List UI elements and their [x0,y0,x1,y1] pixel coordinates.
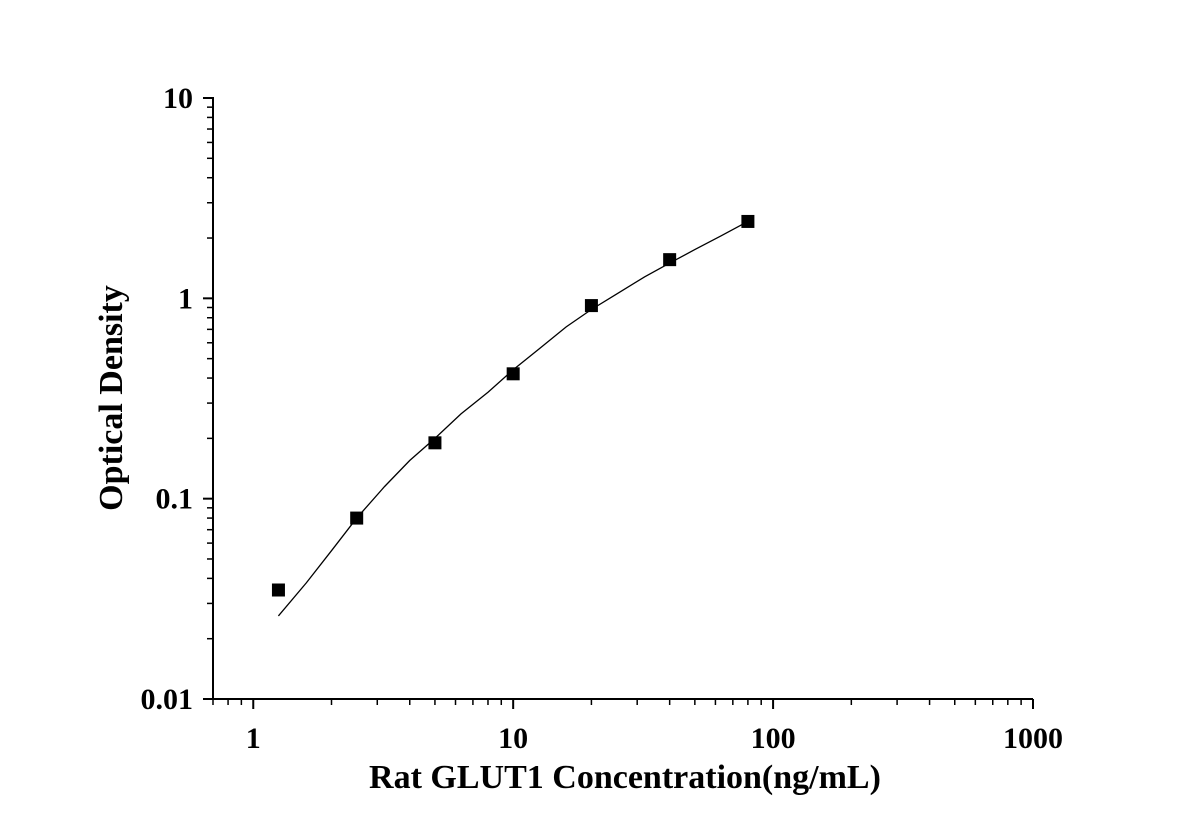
x-tick-label: 1 [246,722,261,755]
data-point [350,511,364,525]
fit-curve [277,220,749,617]
y-tick-label: 1 [178,282,193,315]
data-point [741,214,755,228]
ticks [203,97,1034,709]
data-point [506,367,520,381]
y-tick-label: 0.01 [141,683,194,716]
data-point [271,583,285,597]
x-tick-label: 10 [498,722,528,755]
data-point [663,253,677,267]
y-axis-title: Optical Density [93,285,130,511]
data-point [584,299,598,313]
axes [212,97,1033,700]
x-axis-title: Rat GLUT1 Concentration(ng/mL) [369,759,881,796]
y-tick-label: 0.1 [156,483,194,516]
tick-labels: 1 10 100 1000 0.01 0.1 1 10 [141,82,1064,755]
data-point [428,436,442,450]
points-layer [271,214,755,597]
y-tick-label: 10 [163,82,193,115]
x-tick-label: 1000 [1003,722,1063,755]
fit-layer [277,220,749,617]
x-tick-label: 100 [751,722,796,755]
